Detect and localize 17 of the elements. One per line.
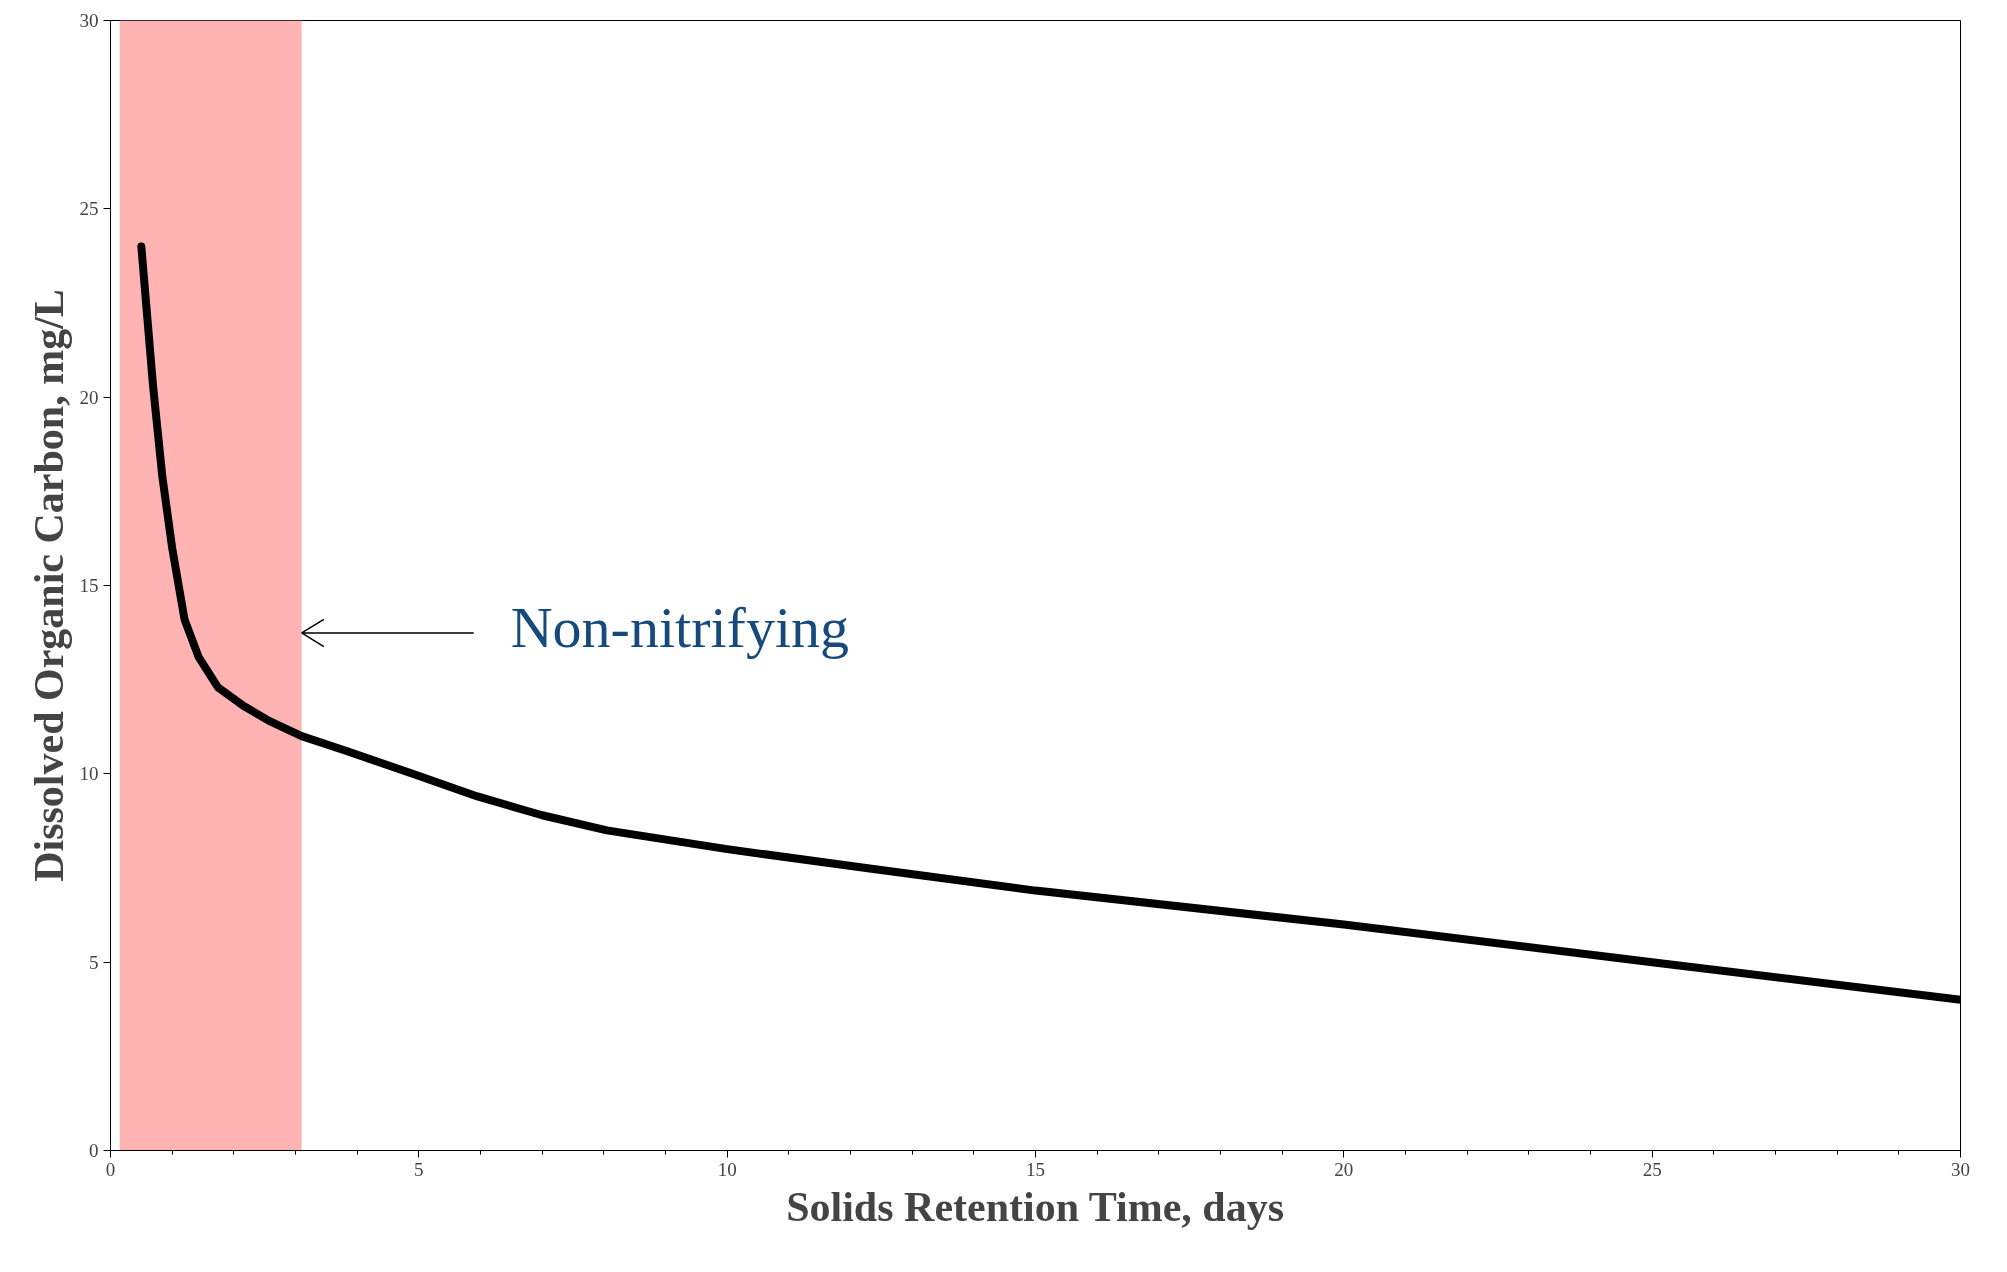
y-tick-label: 5 <box>89 951 99 973</box>
y-tick-label: 20 <box>79 386 99 408</box>
y-axis-title: Dissolved Organic Carbon, mg/L <box>25 289 72 882</box>
y-tick-label: 25 <box>79 198 99 220</box>
x-tick-label: 5 <box>414 1158 424 1180</box>
y-tick-label: 0 <box>89 1140 99 1161</box>
x-tick-label: 25 <box>1642 1158 1662 1180</box>
annotation: Non-nitrifying <box>510 595 850 661</box>
y-tick-label: 30 <box>79 10 99 31</box>
x-tick-label: 10 <box>717 1158 737 1180</box>
x-axis-title: Solids Retention Time, days <box>786 1183 1285 1230</box>
x-tick-label: 20 <box>1334 1158 1354 1180</box>
y-tick-label: 15 <box>79 575 99 596</box>
x-tick-label: 30 <box>1951 1158 1970 1180</box>
x-tick-label: 0 <box>105 1158 116 1180</box>
y-tick-label: 10 <box>79 763 99 785</box>
x-tick-label: 15 <box>1026 1158 1045 1180</box>
